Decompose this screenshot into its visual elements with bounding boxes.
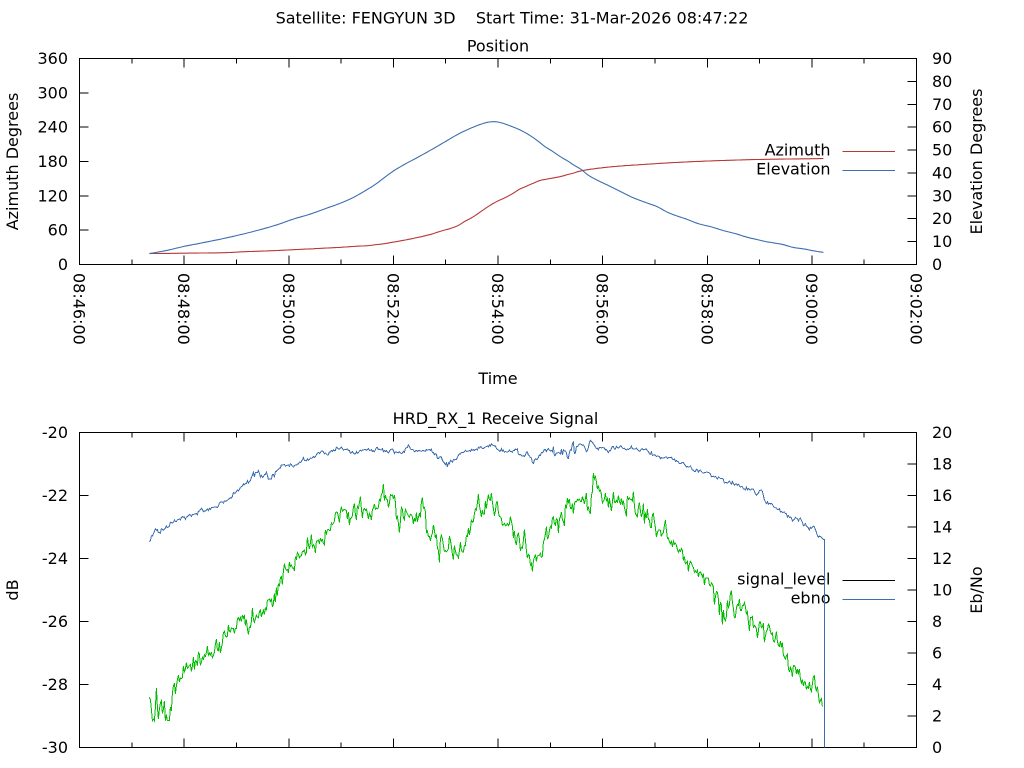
svg-text:Position: Position (467, 37, 529, 56)
svg-text:18: 18 (932, 455, 952, 474)
svg-text:08:48:00: 08:48:00 (174, 273, 193, 345)
svg-text:300: 300 (37, 83, 68, 102)
svg-text:12: 12 (932, 549, 952, 568)
svg-text:180: 180 (37, 152, 68, 171)
svg-text:HRD_RX_1 Receive Signal: HRD_RX_1 Receive Signal (393, 409, 599, 429)
svg-text:2: 2 (932, 707, 942, 726)
svg-text:Eb/No: Eb/No (967, 566, 986, 613)
svg-text:50: 50 (932, 141, 952, 160)
svg-text:0: 0 (932, 738, 942, 757)
svg-text:0: 0 (58, 255, 68, 274)
svg-text:240: 240 (37, 118, 68, 137)
svg-text:dB: dB (3, 579, 22, 600)
svg-text:signal_level: signal_level (737, 570, 830, 590)
svg-text:08:56:00: 08:56:00 (593, 273, 612, 345)
svg-text:09:00:00: 09:00:00 (802, 273, 821, 345)
svg-text:ebno: ebno (791, 589, 831, 608)
svg-text:-28: -28 (42, 675, 68, 694)
svg-text:08:54:00: 08:54:00 (488, 273, 507, 345)
svg-text:10: 10 (932, 581, 952, 600)
svg-text:90: 90 (932, 49, 952, 68)
svg-text:20: 20 (932, 209, 952, 228)
svg-text:8: 8 (932, 612, 942, 631)
svg-text:10: 10 (932, 232, 952, 251)
svg-text:-20: -20 (42, 423, 68, 442)
svg-text:80: 80 (932, 72, 952, 91)
svg-text:08:52:00: 08:52:00 (383, 273, 402, 345)
svg-text:14: 14 (932, 518, 952, 537)
svg-text:6: 6 (932, 644, 942, 663)
svg-text:60: 60 (932, 118, 952, 137)
svg-text:-26: -26 (42, 612, 68, 631)
svg-text:60: 60 (48, 221, 68, 240)
svg-text:Elevation: Elevation (756, 160, 830, 179)
svg-text:-22: -22 (42, 486, 68, 505)
svg-text:70: 70 (932, 95, 952, 114)
svg-text:Elevation Degrees: Elevation Degrees (967, 89, 986, 235)
svg-text:Time: Time (477, 369, 517, 388)
svg-text:360: 360 (37, 49, 68, 68)
svg-text:08:50:00: 08:50:00 (279, 273, 298, 345)
svg-text:Azimuth: Azimuth (765, 141, 831, 160)
svg-text:Satellite: FENGYUN 3D Start: Satellite: FENGYUN 3D Start Time: 31-Mar… (276, 9, 749, 28)
svg-text:08:58:00: 08:58:00 (697, 273, 716, 345)
svg-text:08:46:00: 08:46:00 (70, 273, 89, 345)
svg-text:30: 30 (932, 186, 952, 205)
svg-text:-30: -30 (42, 738, 68, 757)
svg-text:20: 20 (932, 423, 952, 442)
svg-text:4: 4 (932, 675, 942, 694)
svg-text:09:02:00: 09:02:00 (907, 273, 926, 345)
svg-text:0: 0 (932, 255, 942, 274)
svg-text:Azimuth Degrees: Azimuth Degrees (3, 93, 22, 231)
svg-text:120: 120 (37, 186, 68, 205)
svg-text:40: 40 (932, 163, 952, 182)
svg-text:16: 16 (932, 486, 952, 505)
svg-text:-24: -24 (42, 549, 68, 568)
